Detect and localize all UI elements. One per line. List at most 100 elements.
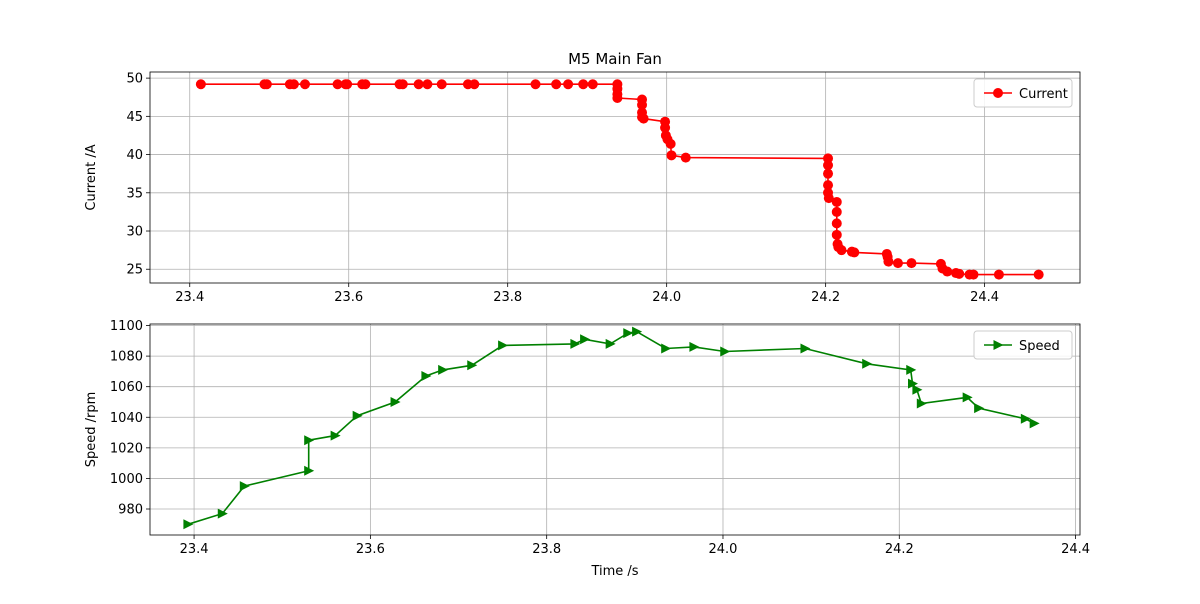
chart-1-legend-marker-0: [993, 340, 1004, 350]
chart-1-series-0-point-0: [183, 519, 194, 530]
chart-0-series-0-point-67: [1033, 269, 1044, 280]
chart-0-series-0-point-56: [883, 256, 894, 267]
chart-1-series-0-point-29: [1029, 418, 1040, 429]
chart-1-legend: Speed: [973, 330, 1073, 360]
chart-1-series-0-point-2: [239, 481, 250, 492]
chart-1-legend-label-0: Speed: [1019, 339, 1060, 354]
chart-1-x-tick-label-3: 24.0: [709, 542, 738, 557]
chart-0-axes-frame: [149, 71, 1081, 284]
chart-0-series-0-point-17: [469, 79, 480, 90]
chart-0-y-tick-label-5: 50: [126, 72, 143, 87]
chart-0-series-0-point-39: [823, 153, 834, 164]
chart-1-series-0-point-26: [962, 392, 973, 403]
chart-1-series-0-point-23: [908, 378, 919, 389]
chart-0-series-0-point-65: [968, 269, 979, 280]
chart-0-series-0-point-20: [563, 79, 574, 90]
chart-0-x-tick-label-4: 24.2: [811, 290, 840, 305]
chart-0-series-0-point-6: [332, 79, 343, 90]
chart-0-x-tick-label-1: 23.6: [334, 290, 363, 305]
chart-1-series-0-point-11: [498, 340, 509, 351]
chart-1-series-0-point-3: [304, 465, 315, 476]
chart-0-series-0-point-26: [612, 92, 623, 103]
chart-0-series-0-point-36: [665, 138, 676, 149]
chart-0-series-0-point-21: [578, 79, 589, 90]
chart-1-series-0-point-4: [304, 435, 315, 446]
chart-0-series-0-point-40: [823, 160, 834, 171]
chart-0-series-0-point-4: [288, 79, 299, 90]
chart-0-legend-marker-0: [993, 88, 1003, 98]
chart-0-y-tick-label-3: 40: [126, 148, 143, 163]
chart-1-series-0-point-8: [421, 370, 432, 381]
chart-0-series-0-point-57: [892, 258, 903, 269]
chart-0-series-0-point-44: [823, 193, 834, 204]
chart-1-x-tick-label-5: 24.4: [1061, 542, 1090, 557]
chart-0-series-0-point-45: [831, 196, 842, 207]
chart-0-x-tick-label-5: 24.4: [970, 290, 999, 305]
chart-0-legend-box: [973, 78, 1073, 108]
chart-0-y-tick-label-1: 30: [126, 225, 143, 240]
chart-0-series-0-point-48: [831, 229, 842, 240]
chart-1-series-0-point-7: [390, 396, 401, 407]
chart-1-y-tick-label-1: 1000: [110, 472, 143, 487]
chart-1-y-tick-label-4: 1060: [110, 380, 143, 395]
chart-0-series-0-point-8: [342, 79, 353, 90]
chart-1-series-0-point-5: [330, 430, 341, 441]
chart-0-y-tick-label-0: 25: [126, 263, 143, 278]
chart-1-axes-frame: [149, 323, 1081, 536]
chart-1-series-0-point-12: [570, 338, 581, 349]
chart-0-series-0-point-42: [823, 180, 834, 191]
chart-0-x-tick-label-2: 23.8: [493, 290, 522, 305]
chart-1-series-0-point-17: [661, 343, 672, 354]
chart-1-series-0-point-28: [1020, 413, 1031, 424]
chart-1-y-axis-label: Speed /rpm: [84, 392, 99, 468]
chart-1-x-tick-label-2: 23.8: [532, 542, 561, 557]
chart-0-series-0-point-2: [261, 79, 272, 90]
chart-0-series-0-point-13: [413, 79, 424, 90]
chart-0-series-0-point-5: [300, 79, 310, 90]
chart-0-series-0-point-22: [587, 79, 598, 90]
chart-1-x-tick-label-1: 23.6: [356, 542, 385, 557]
chart-1-series-0-point-19: [720, 346, 731, 357]
chart-0-series-0-point-0: [195, 79, 206, 90]
chart-0-series-0-point-41: [823, 168, 834, 179]
chart-0-series-0-point-38: [680, 152, 691, 163]
chart-0-series-0-point-63: [954, 268, 965, 279]
chart-0-series-0-point-58: [906, 258, 917, 269]
chart-0-series-0-point-61: [942, 266, 953, 277]
chart-0-x-tick-label-3: 24.0: [652, 290, 681, 305]
chart-0-series-0-point-12: [397, 79, 408, 90]
chart-0-x-tick-label-0: 23.4: [175, 290, 204, 305]
chart-0-y-axis-label: Current /A: [84, 144, 99, 210]
chart-1-series-0-point-10: [467, 360, 478, 371]
chart-1-x-tick-label-4: 24.2: [885, 542, 914, 557]
chart-1-series-0-point-14: [605, 338, 616, 349]
chart-1-y-tick-label-6: 1100: [110, 319, 143, 334]
chart-1-series-0-point-9: [438, 364, 449, 375]
chart-0-legend: Current: [973, 78, 1073, 108]
chart-1-x-tick-label-0: 23.4: [180, 542, 209, 557]
chart-0-series-0-point-66: [993, 269, 1004, 280]
chart-1-series-0-point-1: [217, 508, 228, 519]
chart-1-series-0-point-15: [623, 328, 634, 339]
chart-1-x-axis-label: Time /s: [590, 564, 638, 579]
chart-1-series-0-point-6: [352, 410, 363, 421]
chart-0-series-0-point-33: [660, 122, 671, 133]
chart-0-series-0-point-51: [836, 245, 847, 256]
chart-1-legend-box: [973, 330, 1073, 360]
chart-0-series-0-point-46: [831, 206, 842, 217]
chart-1-series-0-point-25: [916, 398, 927, 409]
chart-0-series-0-point-14: [422, 79, 433, 90]
speed-panel: 23.4 23.6 23.8 24.0 24.2 24.4 980 1000 1020 1040 1…: [84, 319, 1090, 579]
chart-1-series-0-point-24: [912, 384, 923, 395]
chart-0-legend-label-0: Current: [1019, 87, 1068, 102]
chart-0-series-0-point-15: [436, 79, 447, 90]
current-panel: 23.4 23.6 23.8 24.0 24.2 24.4 25 30 35 40 45 50 M5 M…: [84, 50, 1081, 305]
chart-1-series-0-point-13: [580, 334, 591, 345]
chart-1-y-tick-label-5: 1080: [110, 350, 143, 365]
chart-1-series-0-point-27: [974, 403, 985, 414]
chart-1-series-0-point-18: [689, 341, 700, 352]
chart-0-series-0-point-31: [638, 113, 649, 124]
chart-0-series-0-point-28: [637, 99, 648, 110]
chart-1-series-0-point-21: [862, 358, 873, 369]
